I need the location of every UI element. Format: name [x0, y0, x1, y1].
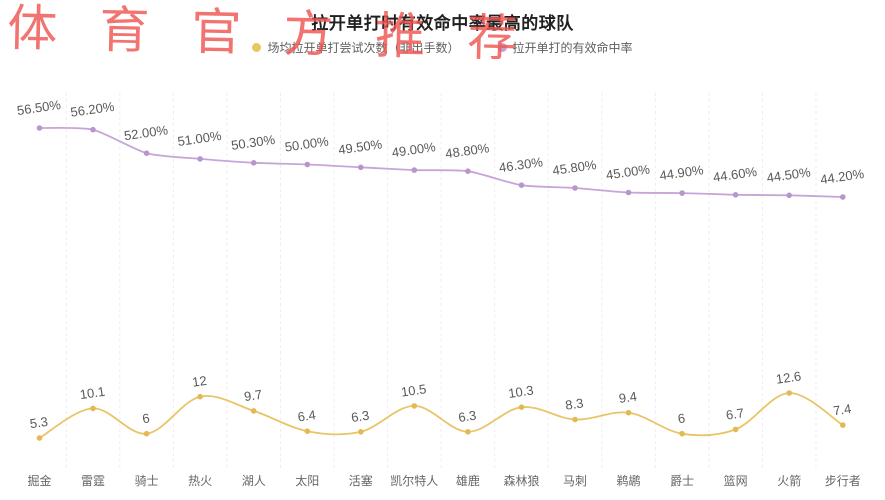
data-label: 44.20% [819, 166, 865, 187]
data-point[interactable] [304, 428, 311, 435]
data-label: 10.5 [400, 381, 427, 399]
data-label: 7.4 [832, 401, 852, 418]
data-point[interactable] [518, 182, 525, 188]
x-axis-label: 步行者 [825, 474, 861, 488]
data-point[interactable] [250, 160, 257, 166]
data-label: 45.80% [551, 157, 597, 178]
data-label: 52.00% [123, 122, 169, 143]
data-label: 49.50% [337, 136, 383, 157]
x-axis-label: 凯尔特人 [390, 473, 438, 488]
data-point[interactable] [572, 185, 578, 191]
data-point[interactable] [786, 192, 792, 199]
data-label: 12 [191, 373, 207, 390]
data-point[interactable] [411, 403, 418, 409]
data-label: 6.4 [297, 407, 317, 424]
data-point[interactable] [840, 194, 846, 200]
data-label: 10.3 [507, 383, 534, 401]
data-label: 6.7 [725, 405, 745, 422]
data-label: 50.30% [230, 132, 276, 153]
data-label: 56.20% [69, 99, 115, 120]
data-point[interactable] [465, 168, 471, 174]
data-point[interactable] [90, 405, 96, 412]
data-label: 10.1 [79, 384, 106, 402]
data-label: 6.3 [457, 408, 477, 425]
data-point[interactable] [143, 150, 150, 156]
data-label: 56.50% [16, 97, 62, 118]
data-label: 8.3 [564, 395, 584, 412]
data-label: 12.6 [775, 368, 802, 386]
data-label: 51.00% [177, 128, 223, 149]
data-point[interactable] [358, 164, 364, 171]
legend-label-efg: 拉开单打的有效命中率 [512, 41, 633, 55]
data-point[interactable] [732, 192, 739, 198]
data-label: 44.60% [712, 164, 758, 185]
data-point[interactable] [411, 167, 418, 173]
x-axis-label: 鹈鹕 [616, 473, 640, 488]
series-line-attempts [39, 392, 844, 439]
data-point[interactable] [250, 408, 257, 414]
x-axis-label: 太阳 [295, 473, 319, 488]
data-point[interactable] [465, 429, 471, 435]
x-axis-label: 骑士 [135, 474, 159, 488]
chart-title: 拉开单打时有效命中率最高的球队 [311, 14, 574, 33]
data-label: 49.00% [391, 139, 437, 160]
data-label: 44.90% [659, 162, 705, 183]
data-point[interactable] [36, 435, 43, 441]
data-point[interactable] [36, 125, 43, 131]
x-axis-label: 马刺 [563, 474, 587, 488]
data-point[interactable] [572, 416, 578, 423]
data-point[interactable] [304, 161, 311, 168]
data-point[interactable] [625, 189, 632, 196]
data-label: 5.3 [29, 414, 49, 431]
data-point[interactable] [679, 430, 685, 437]
legend-label-attempts: 场均拉开单打尝试次数（非出手数） [267, 41, 460, 55]
data-label: 44.50% [766, 164, 812, 185]
x-axis-label: 活塞 [349, 473, 373, 488]
data-label: 9.7 [243, 387, 263, 404]
x-axis-label: 湖人 [242, 473, 266, 488]
x-axis-label: 篮网 [724, 473, 748, 488]
data-label: 48.80% [444, 140, 490, 161]
data-label: 6 [677, 410, 686, 426]
data-point[interactable] [518, 404, 525, 411]
data-point[interactable] [786, 390, 792, 396]
x-axis-label: 雄鹿 [456, 473, 480, 488]
series-line-efg [39, 126, 843, 198]
data-point[interactable] [840, 422, 846, 428]
data-point[interactable] [358, 429, 364, 435]
data-point[interactable] [679, 190, 685, 196]
x-axis-label: 爵士 [670, 474, 694, 488]
legend-item-attempts[interactable]: 场均拉开单打尝试次数（非出手数） [252, 39, 460, 56]
data-point[interactable] [90, 126, 96, 133]
data-point[interactable] [625, 409, 632, 416]
data-point[interactable] [143, 430, 150, 437]
legend-item-efg[interactable]: 拉开单打的有效命中率 [497, 39, 633, 56]
data-label: 6 [141, 410, 150, 426]
data-label: 50.00% [284, 133, 330, 154]
x-axis-label: 掘金 [27, 473, 51, 488]
x-axis-label: 雷霆 [81, 474, 105, 488]
data-label: 9.4 [618, 389, 638, 406]
data-point[interactable] [732, 426, 739, 433]
x-axis-label: 森林狼 [503, 473, 539, 488]
x-axis-label: 热火 [188, 474, 212, 488]
data-label: 45.00% [605, 161, 651, 182]
data-point[interactable] [197, 156, 203, 162]
legend-dot-efg-icon [497, 43, 507, 52]
data-point[interactable] [197, 393, 203, 400]
legend-dot-attempts-icon [252, 43, 262, 52]
data-label: 46.30% [498, 154, 544, 175]
legend: 场均拉开单打尝试次数（非出手数） 拉开单打的有效命中率 [0, 39, 885, 56]
x-axis-label: 火箭 [777, 473, 801, 488]
data-label: 6.3 [350, 408, 370, 425]
